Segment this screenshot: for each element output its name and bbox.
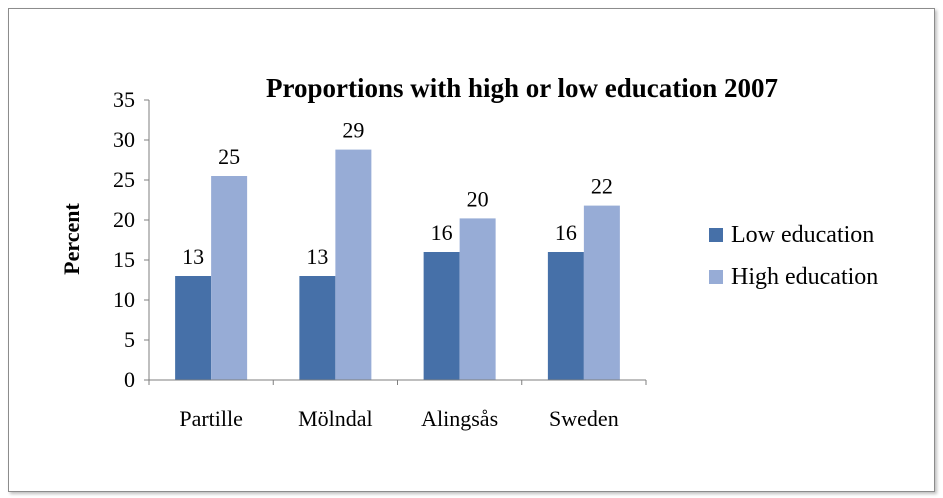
bar-high-education — [459, 218, 496, 380]
data-label: 16 — [555, 220, 577, 245]
y-tick-label: 10 — [113, 287, 135, 312]
x-tick-label: Partille — [179, 406, 243, 431]
data-label: 13 — [306, 244, 328, 269]
y-tick-label: 25 — [113, 167, 135, 192]
data-label: 13 — [182, 244, 204, 269]
bar-high-education — [583, 205, 620, 380]
bar-low-education — [299, 276, 336, 380]
bar-high-education — [335, 149, 372, 380]
data-labels: 13 25 13 29 16 20 16 22 — [182, 118, 613, 269]
data-label: 16 — [431, 220, 453, 245]
x-axis-ticks: Partille Mölndal Alingsås Sweden — [148, 380, 647, 431]
legend-label: High education — [731, 264, 878, 290]
legend: Low education High education — [709, 222, 878, 290]
y-tick-label: 0 — [124, 367, 135, 392]
bar-low-education — [423, 252, 460, 380]
data-label: 25 — [218, 144, 240, 169]
bar-low-education — [547, 252, 584, 380]
y-axis-ticks: 0 5 10 15 20 25 30 35 — [113, 87, 149, 392]
x-tick-label: Mölndal — [298, 406, 373, 431]
y-axis-label: Percent — [59, 203, 84, 275]
y-tick-label: 30 — [113, 127, 135, 152]
y-tick-label: 35 — [113, 87, 135, 112]
y-tick-label: 5 — [124, 327, 135, 352]
data-label: 22 — [591, 174, 613, 199]
chart-title: Proportions with high or low education 2… — [266, 73, 778, 103]
bar-low-education — [175, 276, 212, 380]
bar-high-education — [211, 176, 248, 380]
legend-swatch — [709, 228, 723, 242]
y-tick-label: 20 — [113, 207, 135, 232]
data-label: 29 — [342, 118, 364, 143]
x-tick-label: Sweden — [549, 406, 619, 431]
data-label: 20 — [467, 186, 489, 211]
legend-label: Low education — [731, 222, 874, 248]
x-tick-label: Alingsås — [421, 406, 498, 431]
y-tick-label: 15 — [113, 247, 135, 272]
legend-swatch — [709, 270, 723, 284]
bars — [175, 149, 620, 380]
